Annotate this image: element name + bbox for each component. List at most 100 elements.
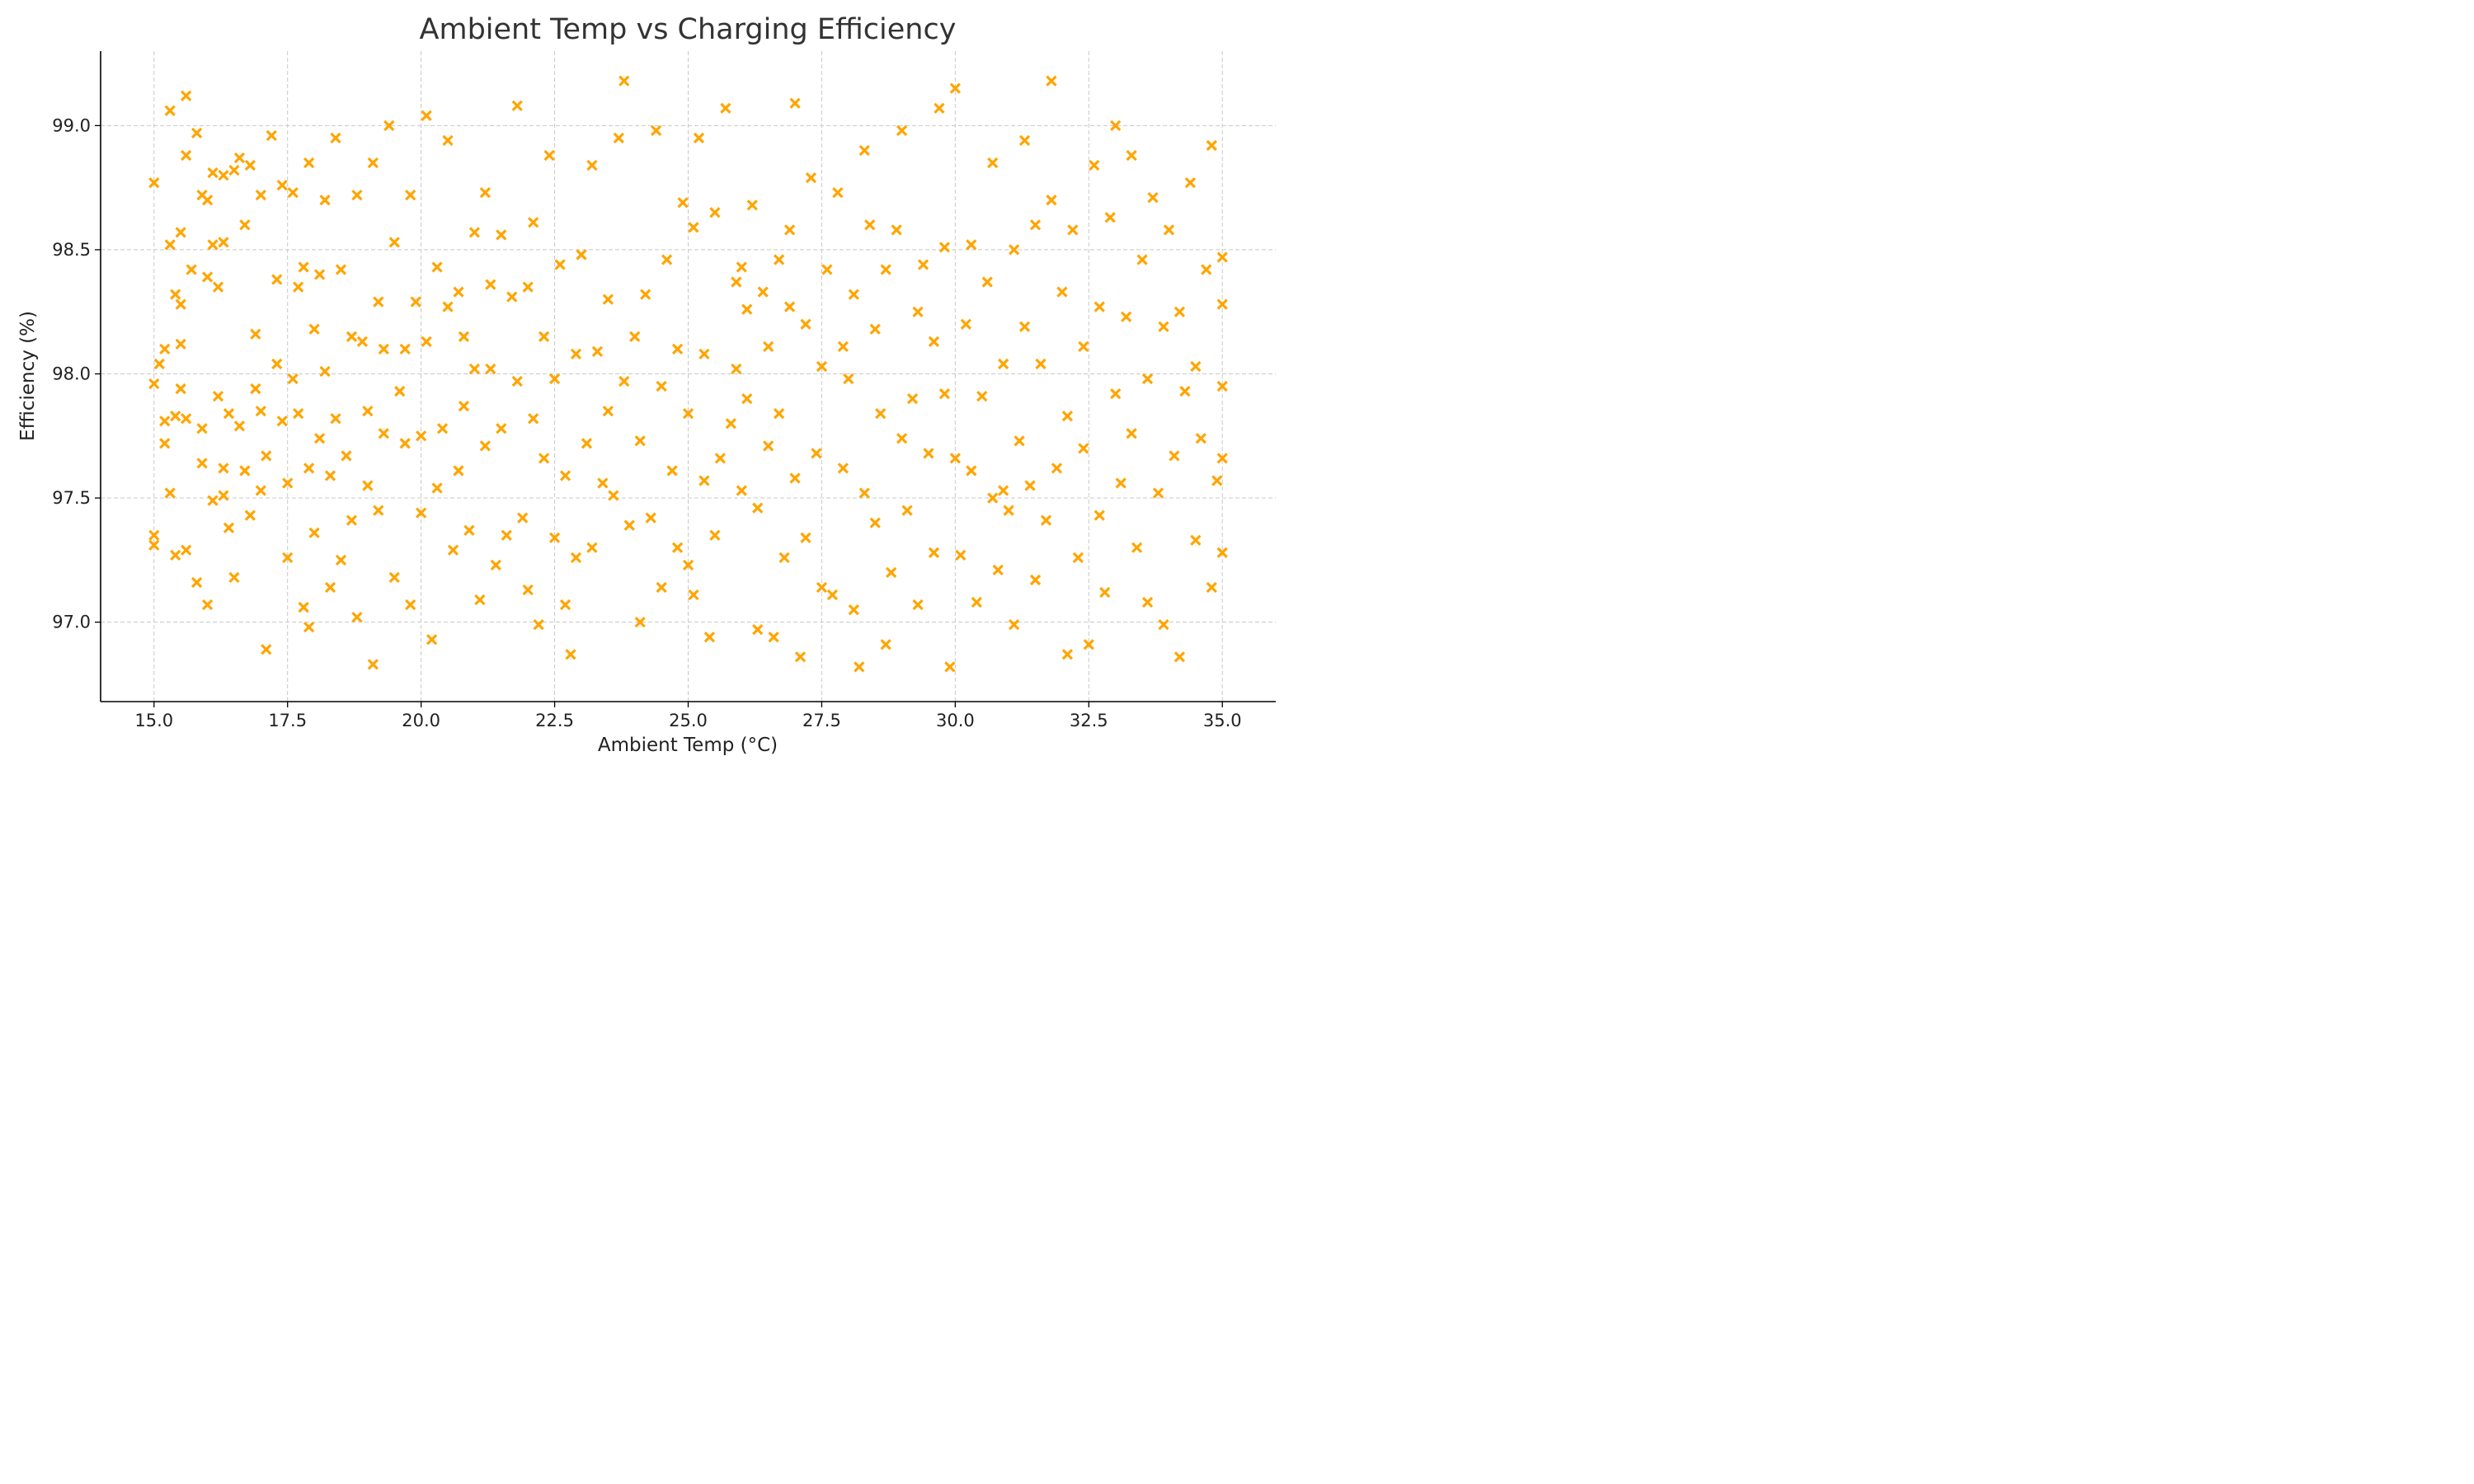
x-axis-ticks: 15.0 17.5 20.0 22.5 25.0 27.5 30.0 32.5 35.0	[134, 702, 1242, 730]
data-point	[805, 171, 817, 184]
data-point	[522, 584, 534, 596]
data-point	[928, 547, 940, 558]
data-point	[239, 219, 251, 231]
data-point	[576, 249, 587, 261]
data-point	[869, 517, 881, 528]
data-point	[181, 149, 192, 162]
data-point	[1018, 134, 1031, 147]
data-point	[303, 463, 315, 474]
data-point	[276, 179, 288, 191]
data-point	[1206, 581, 1217, 594]
data-point	[1126, 149, 1137, 162]
data-point	[618, 75, 630, 87]
data-point	[330, 132, 341, 144]
data-point	[987, 492, 999, 504]
data-point	[960, 318, 971, 330]
data-point	[164, 239, 176, 251]
data-point	[709, 529, 721, 541]
data-point	[335, 264, 347, 275]
data-point	[864, 219, 876, 231]
data-point	[282, 477, 294, 489]
data-point	[763, 440, 774, 452]
data-point	[212, 390, 224, 402]
data-point	[1216, 547, 1228, 558]
data-point	[1136, 254, 1148, 265]
data-point	[891, 224, 902, 236]
data-point	[783, 224, 796, 236]
data-point	[416, 507, 427, 519]
data-point	[709, 207, 721, 218]
x-axis-label: Ambient Temp (°C)	[598, 735, 778, 756]
data-point	[186, 264, 197, 275]
data-point	[858, 487, 870, 499]
chart-container: Ambient Temp vs Charging Efficiency 15.0…	[0, 0, 1293, 776]
data-point	[479, 440, 491, 452]
data-point	[1094, 301, 1105, 312]
data-point	[218, 463, 229, 474]
data-point	[981, 276, 993, 288]
data-point	[1131, 542, 1143, 553]
data-point	[1158, 321, 1169, 332]
data-point	[693, 132, 705, 144]
scatter-chart: Ambient Temp vs Charging Efficiency 15.0…	[17, 13, 1276, 756]
chart-title: Ambient Temp vs Charging Efficiency	[420, 13, 957, 46]
x-tick-label: 15.0	[134, 711, 173, 730]
data-point	[351, 190, 363, 201]
data-point	[436, 423, 449, 434]
data-point	[837, 463, 849, 474]
data-point	[207, 167, 219, 179]
y-tick-label: 98.0	[52, 364, 91, 383]
data-point	[1174, 651, 1186, 663]
data-point	[218, 490, 229, 501]
data-point	[244, 159, 256, 171]
data-point	[356, 336, 369, 347]
data-point	[1040, 514, 1052, 526]
data-point	[1078, 340, 1089, 352]
data-point	[677, 197, 689, 209]
data-point	[671, 343, 684, 355]
data-point	[848, 603, 859, 616]
data-point	[858, 144, 870, 157]
data-point	[335, 554, 347, 566]
data-point	[212, 281, 224, 293]
data-point	[698, 475, 710, 486]
data-point	[287, 373, 299, 385]
data-point	[1147, 192, 1159, 204]
data-point	[1121, 311, 1132, 322]
data-point	[896, 124, 908, 136]
data-point	[453, 465, 464, 477]
data-point	[1216, 251, 1228, 263]
data-point	[196, 458, 208, 469]
data-point	[228, 571, 240, 584]
data-point	[528, 413, 539, 425]
data-point	[388, 571, 400, 584]
x-tick-label: 30.0	[936, 711, 975, 730]
data-point	[821, 264, 833, 275]
x-tick-label: 32.5	[1070, 711, 1108, 730]
data-point	[1216, 298, 1228, 310]
data-point	[602, 294, 614, 305]
data-point	[1029, 219, 1042, 231]
data-point	[383, 120, 395, 131]
x-tick-label: 17.5	[268, 711, 307, 730]
data-point	[175, 298, 186, 310]
data-point	[442, 134, 454, 147]
data-point	[1046, 195, 1057, 206]
data-point	[201, 599, 214, 611]
data-point	[399, 438, 411, 449]
data-point	[976, 390, 988, 402]
data-point	[463, 524, 475, 536]
data-point	[164, 487, 176, 499]
y-tick-label: 98.5	[52, 240, 91, 260]
data-point	[324, 581, 336, 594]
data-point	[442, 301, 454, 312]
data-point	[276, 416, 288, 427]
data-point	[1163, 224, 1175, 236]
data-point	[394, 385, 406, 397]
data-point	[731, 276, 742, 288]
data-point	[388, 237, 400, 248]
x-tick-label: 35.0	[1203, 711, 1242, 730]
data-point	[559, 599, 571, 611]
data-point	[517, 512, 529, 524]
data-point	[912, 306, 924, 317]
